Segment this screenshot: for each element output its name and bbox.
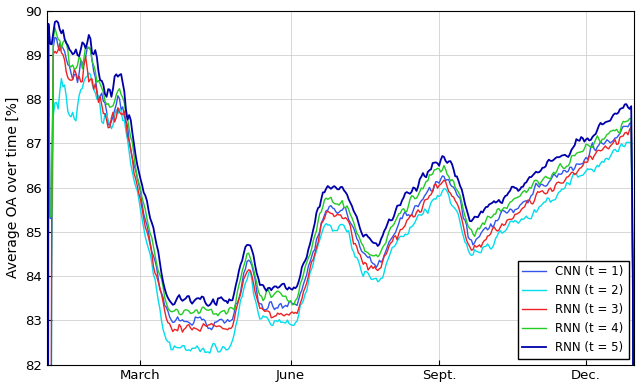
RNN (t = 5) xyxy=(605,119,612,123)
RNN (t = 3) xyxy=(282,312,290,317)
RNN (t = 5) xyxy=(52,19,60,23)
Line: RNN (t = 5): RNN (t = 5) xyxy=(47,21,634,388)
RNN (t = 2) xyxy=(169,347,177,352)
RNN (t = 5) xyxy=(282,286,290,290)
RNN (t = 5) xyxy=(206,303,214,307)
RNN (t = 4) xyxy=(548,172,556,177)
RNN (t = 4) xyxy=(169,309,177,314)
RNN (t = 3) xyxy=(206,322,214,327)
CNN (t = 1) xyxy=(282,303,290,308)
RNN (t = 2) xyxy=(605,157,612,162)
RNN (t = 3) xyxy=(278,313,286,317)
CNN (t = 1) xyxy=(51,35,59,40)
CNN (t = 1) xyxy=(605,139,612,144)
RNN (t = 3) xyxy=(56,41,63,46)
CNN (t = 1) xyxy=(206,326,214,331)
Line: RNN (t = 3): RNN (t = 3) xyxy=(47,43,634,388)
RNN (t = 2) xyxy=(85,71,93,75)
RNN (t = 5) xyxy=(548,159,556,163)
CNN (t = 1) xyxy=(169,320,177,325)
RNN (t = 4) xyxy=(282,294,290,298)
RNN (t = 4) xyxy=(605,132,612,136)
RNN (t = 2) xyxy=(548,198,556,203)
RNN (t = 3) xyxy=(548,189,556,194)
RNN (t = 3) xyxy=(605,147,612,151)
RNN (t = 2) xyxy=(282,320,290,325)
Line: RNN (t = 2): RNN (t = 2) xyxy=(47,73,634,388)
RNN (t = 5) xyxy=(169,302,177,307)
Legend: CNN (t = 1), RNN (t = 2), RNN (t = 3), RNN (t = 4), RNN (t = 5): CNN (t = 1), RNN (t = 2), RNN (t = 3), R… xyxy=(518,261,628,359)
Line: CNN (t = 1): CNN (t = 1) xyxy=(47,37,634,388)
Line: RNN (t = 4): RNN (t = 4) xyxy=(47,28,634,388)
RNN (t = 4) xyxy=(206,307,214,312)
Y-axis label: Average OA over time [%]: Average OA over time [%] xyxy=(6,97,20,278)
CNN (t = 1) xyxy=(548,175,556,180)
RNN (t = 5) xyxy=(278,282,286,286)
RNN (t = 2) xyxy=(278,320,286,324)
CNN (t = 1) xyxy=(278,306,286,310)
RNN (t = 3) xyxy=(169,329,177,334)
RNN (t = 4) xyxy=(278,294,286,298)
RNN (t = 2) xyxy=(206,351,214,355)
RNN (t = 4) xyxy=(51,25,59,30)
